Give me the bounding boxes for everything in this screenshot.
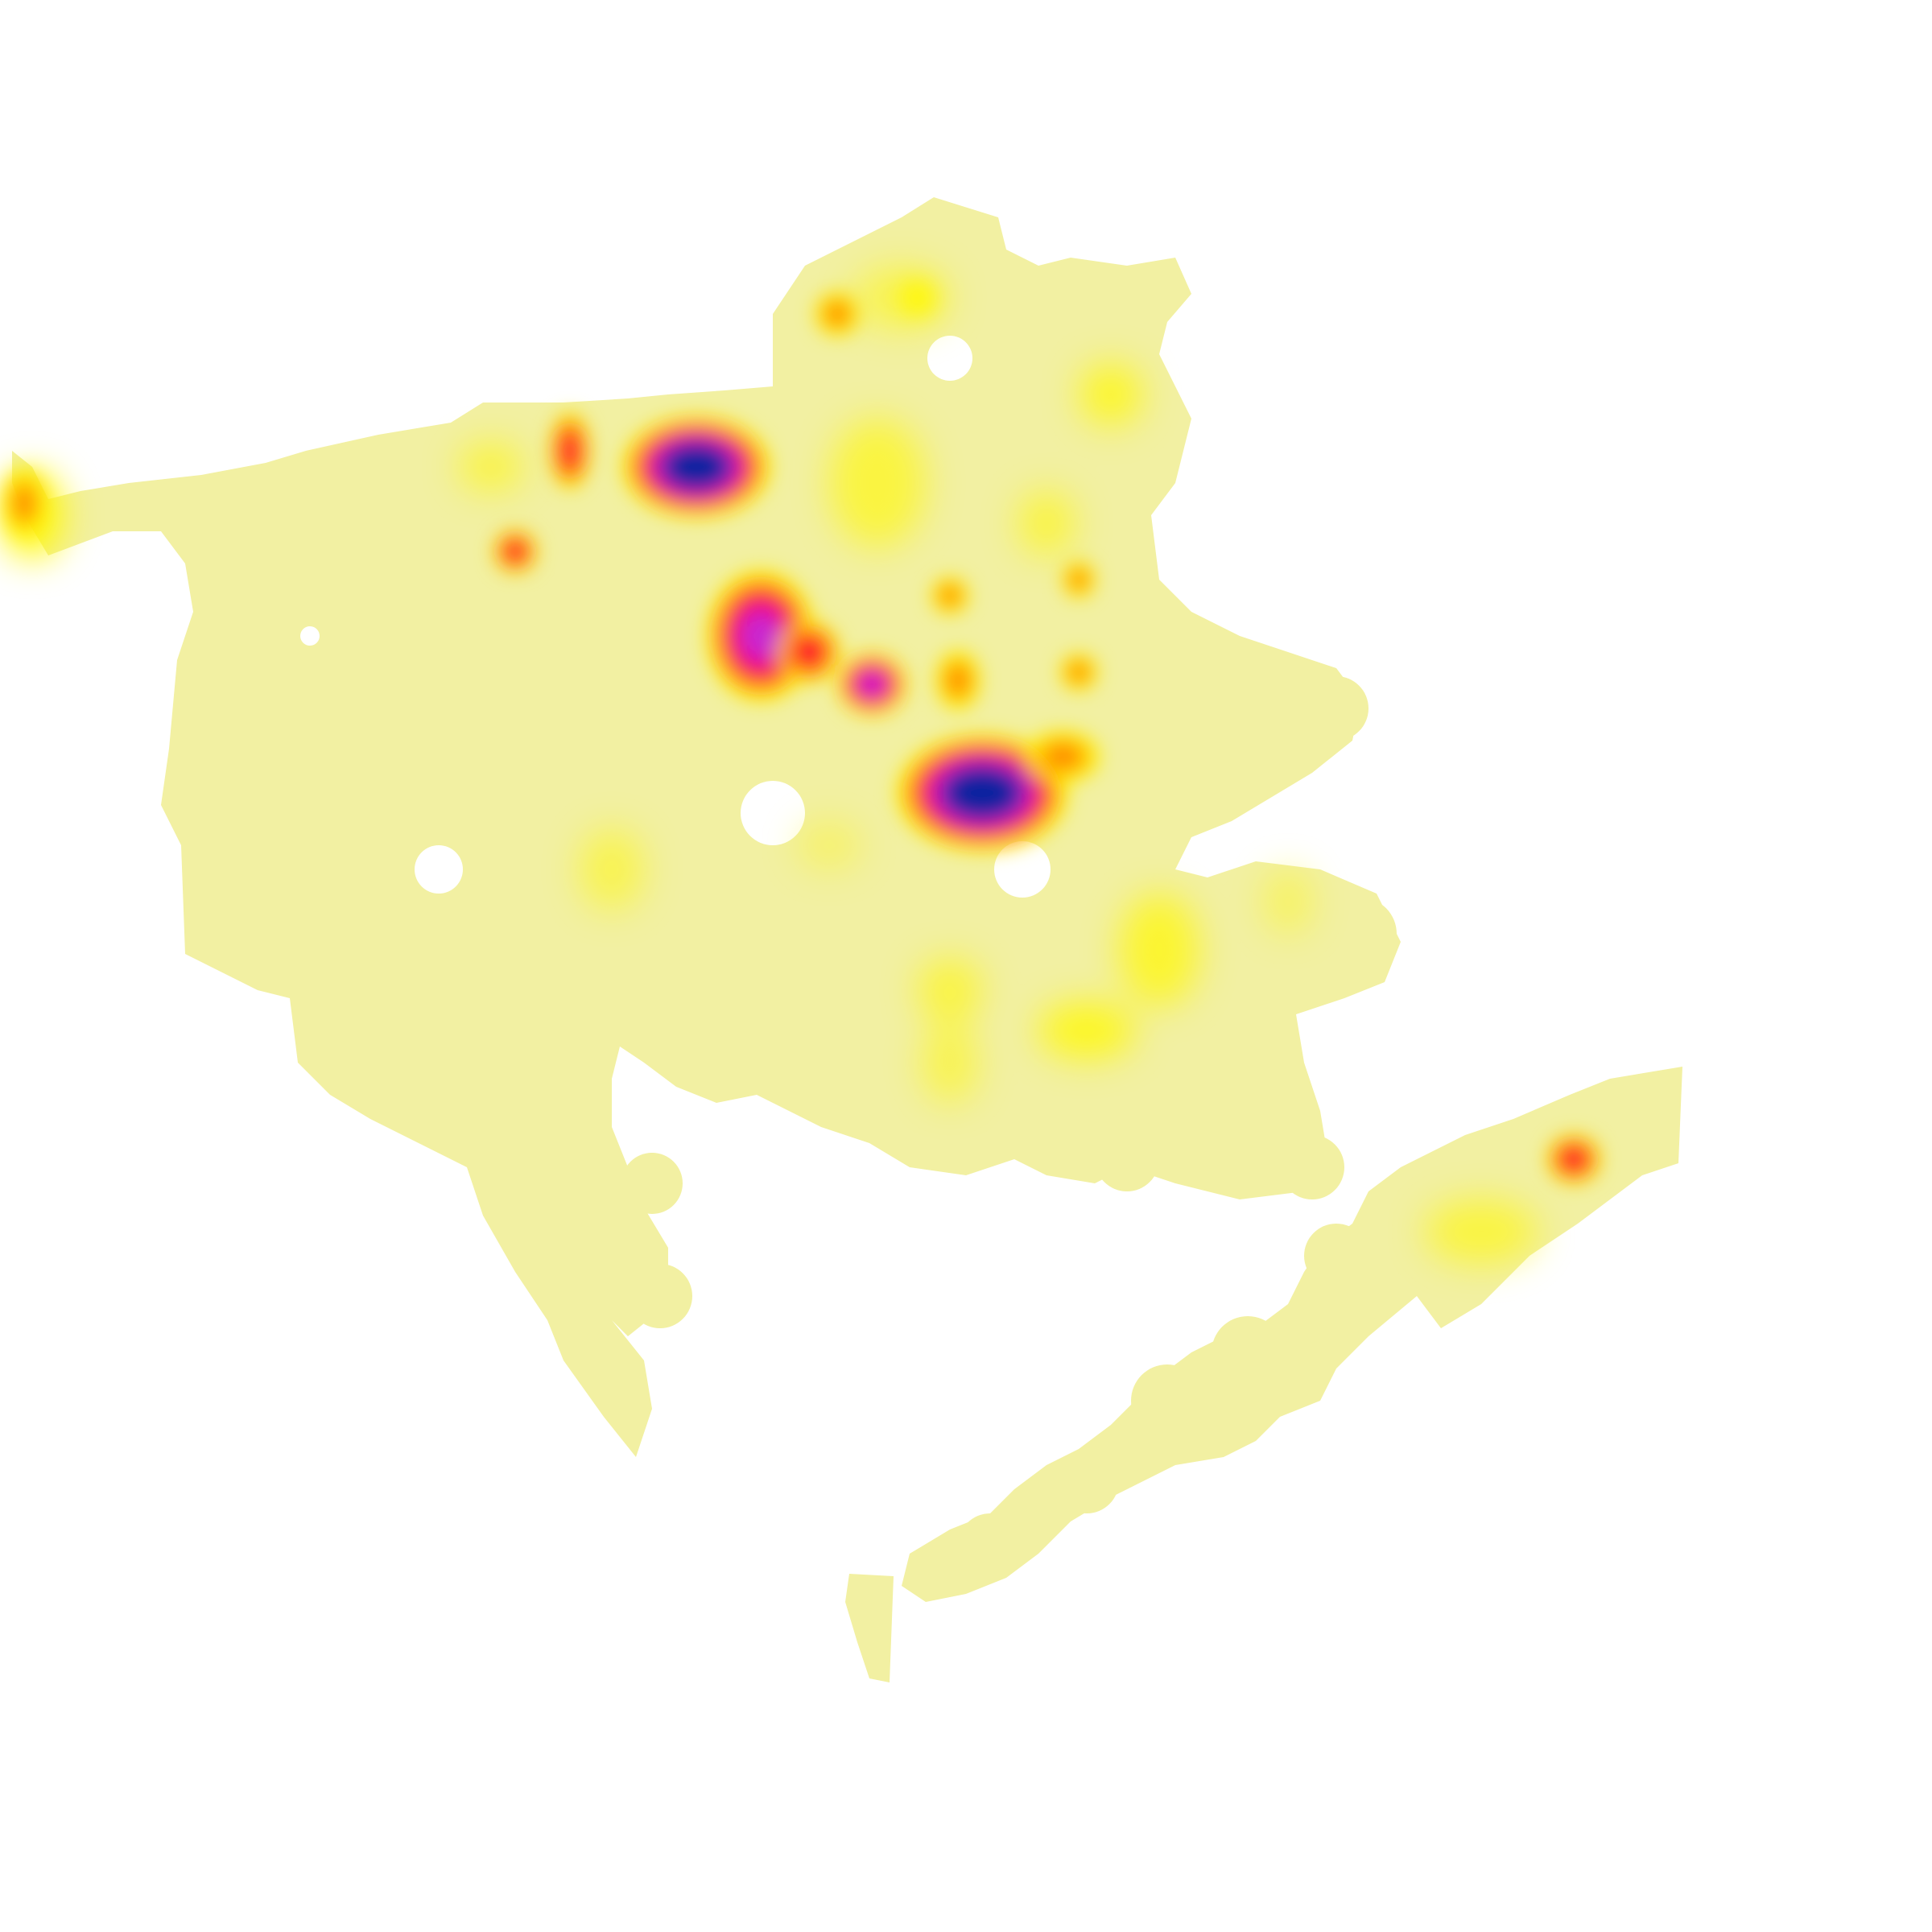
hotspot-far-east-island-chain (1546, 1133, 1602, 1185)
hotspot-layer (2, 274, 1602, 1185)
density-zone (922, 1022, 978, 1103)
density-zone (580, 829, 644, 910)
density-zone (1425, 1199, 1538, 1264)
hotspot-central-ridge-tail (777, 620, 841, 684)
hotspot-north-central-strip (549, 411, 591, 491)
mainland-east-blob (1280, 1135, 1344, 1199)
mainland-south-blob (628, 1264, 692, 1328)
hotspot-central-small (836, 652, 908, 716)
density-zone (1018, 491, 1075, 555)
hotspot-mid-orange-2 (930, 576, 970, 616)
hotspot-southeast-orange (1022, 729, 1103, 785)
region-fill (12, 197, 1401, 1457)
region-hole (927, 336, 972, 381)
region-hole (741, 781, 805, 845)
hotspot-mid-orange-1 (934, 648, 982, 712)
island-blob (1131, 1364, 1203, 1437)
hotspot-north-yellow (813, 290, 861, 338)
density-zone (1087, 374, 1135, 415)
density-zone (1038, 1002, 1135, 1059)
hotspot-north-yellow-2 (894, 274, 942, 322)
hotspot-northwest-edge (2, 467, 47, 539)
density-zone (918, 958, 982, 1022)
region-hole (994, 841, 1051, 898)
island-blob (1055, 1449, 1119, 1513)
density-zone (1119, 894, 1199, 1006)
island-blob (1304, 1224, 1368, 1288)
density-zone (797, 821, 861, 869)
mainland-region (12, 197, 1401, 1457)
mainland-south-blob (621, 1153, 683, 1214)
region-hole (300, 626, 320, 646)
mainland-east-blob (1095, 1127, 1159, 1191)
hotspot-mid-orange-3 (1059, 652, 1099, 692)
island-blob (1212, 1316, 1284, 1389)
hotspot-north-central-peak (620, 415, 773, 519)
hotspot-west-small (493, 529, 538, 574)
island-small (845, 1574, 894, 1682)
density-zone (459, 443, 523, 491)
island-blob (958, 1513, 1022, 1578)
mainland-east-blob (1304, 676, 1368, 741)
hotspot-mid-orange-4 (1061, 559, 1096, 600)
mainland-east-blob (1324, 898, 1397, 970)
low-density-layer (0, 266, 1538, 1264)
density-zone (829, 419, 926, 547)
density-zone (1264, 869, 1312, 934)
region-hole (415, 845, 463, 894)
